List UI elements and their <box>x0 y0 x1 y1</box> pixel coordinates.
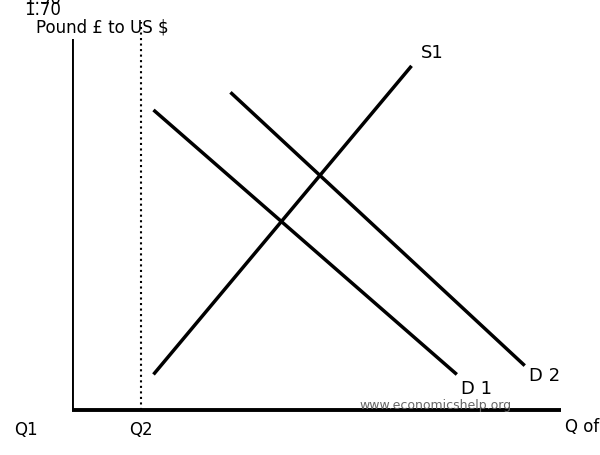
Text: 1.50: 1.50 <box>24 0 61 8</box>
Text: www.economicshelp.org: www.economicshelp.org <box>359 398 512 411</box>
Text: D 1: D 1 <box>461 379 493 397</box>
Text: Q1: Q1 <box>14 420 37 438</box>
Text: 1.70: 1.70 <box>24 1 61 19</box>
Text: S1: S1 <box>421 45 443 62</box>
Text: D 2: D 2 <box>529 366 560 384</box>
Text: Q of £: Q of £ <box>565 417 600 435</box>
Text: Q2: Q2 <box>129 420 153 438</box>
Text: Pound £ to US $: Pound £ to US $ <box>36 18 169 36</box>
